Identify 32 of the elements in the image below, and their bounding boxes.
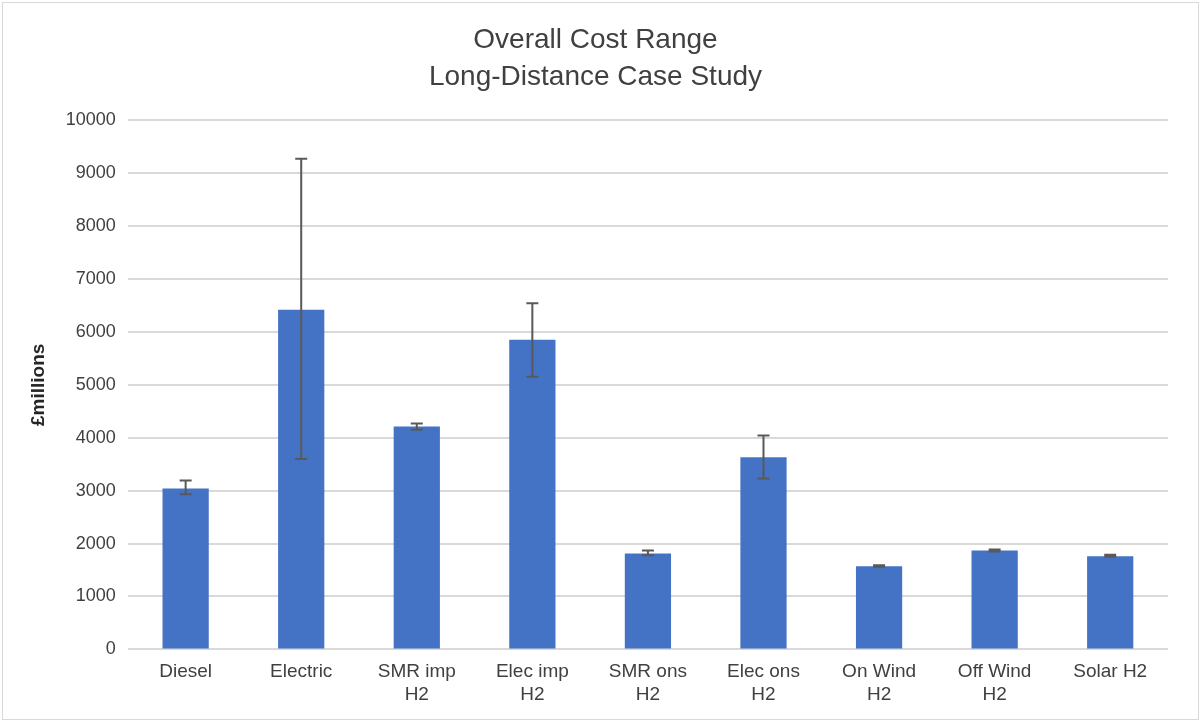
y-tick-label: 3000 — [75, 479, 116, 500]
bar — [162, 488, 209, 649]
y-tick-label: 6000 — [75, 320, 116, 341]
bar — [740, 457, 787, 649]
x-tick-label: SMR ons H2 — [608, 660, 687, 704]
x-tick-label: On Wind H2 — [842, 660, 917, 704]
bar — [971, 550, 1018, 649]
x-tick-label: Elec imp H2 — [495, 660, 569, 704]
y-tick-label: 10000 — [65, 109, 116, 130]
chart-subtitle: Long-Distance Case Study — [428, 60, 763, 92]
y-tick-label: 2000 — [75, 532, 116, 553]
y-axis-title: £millions — [26, 343, 48, 426]
y-tick-label: 8000 — [75, 215, 116, 236]
y-tick-label: 9000 — [75, 162, 116, 183]
y-tick-label: 0 — [105, 638, 116, 659]
x-tick-label: Off Wind H2 — [957, 660, 1032, 704]
chart-title: Overall Cost Range — [473, 22, 718, 54]
x-tick-label: Elec ons H2 — [727, 660, 800, 704]
x-tick-label: Diesel — [159, 660, 213, 682]
x-tick-label: Solar H2 — [1073, 660, 1148, 682]
x-tick-label: SMR imp H2 — [377, 660, 456, 704]
bar — [509, 339, 556, 649]
bar — [624, 553, 672, 649]
bar — [1087, 556, 1134, 649]
x-tick-label: Electric — [270, 660, 333, 682]
y-tick-label: 1000 — [75, 585, 116, 606]
y-tick-label: 7000 — [75, 267, 116, 288]
y-tick-label: 5000 — [75, 373, 116, 394]
bar — [855, 566, 903, 649]
bar — [278, 309, 325, 649]
y-tick-label: 4000 — [75, 426, 116, 447]
bar — [393, 426, 440, 649]
